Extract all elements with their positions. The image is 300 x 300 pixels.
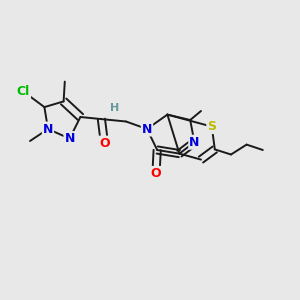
Text: O: O bbox=[99, 136, 110, 150]
Text: N: N bbox=[43, 122, 53, 136]
Text: H: H bbox=[110, 103, 119, 113]
Text: N: N bbox=[189, 136, 200, 149]
Text: S: S bbox=[207, 120, 216, 133]
Text: N: N bbox=[142, 122, 152, 136]
Text: Cl: Cl bbox=[17, 85, 30, 98]
Text: O: O bbox=[151, 167, 161, 180]
Text: N: N bbox=[64, 132, 75, 145]
